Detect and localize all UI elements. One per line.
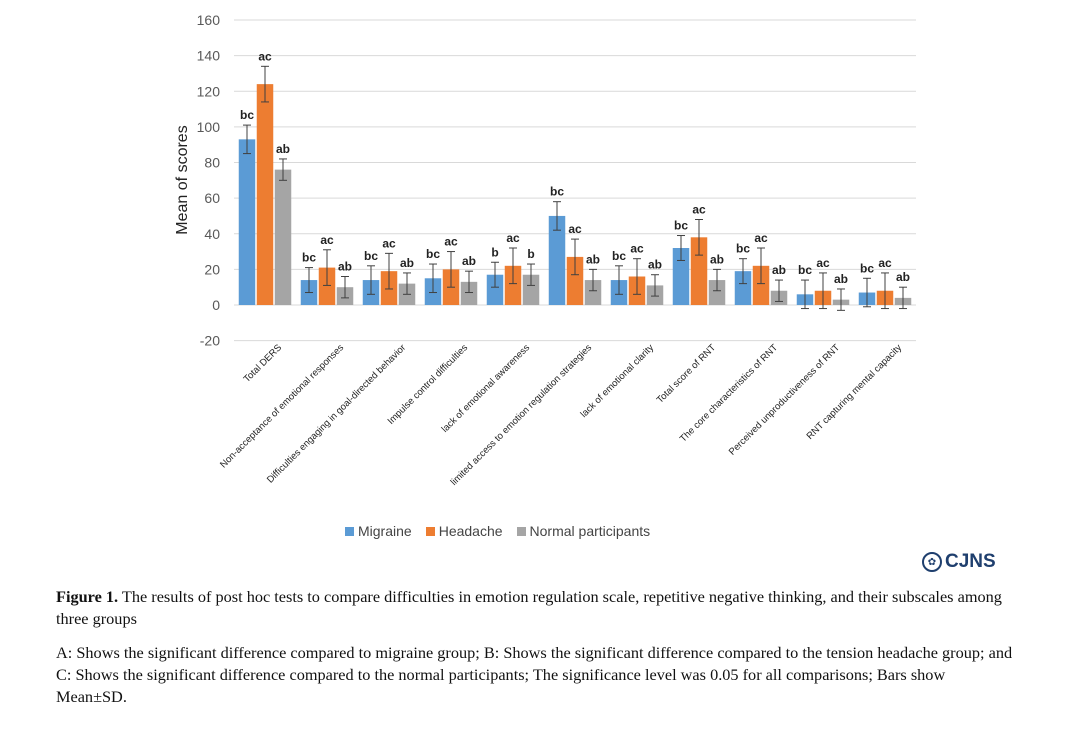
significance-label: bc: [612, 249, 626, 263]
significance-label: ac: [816, 256, 830, 270]
bar: [256, 84, 274, 305]
significance-label: bc: [550, 185, 564, 199]
legend-item-headache: Headache: [425, 523, 503, 539]
y-tick-label: 60: [204, 190, 220, 206]
significance-label: ac: [692, 203, 706, 217]
bar: [274, 169, 292, 305]
y-tick-label: -20: [200, 333, 220, 349]
significance-label: b: [491, 245, 498, 259]
bar: [734, 271, 752, 305]
legend-swatch-headache: [425, 526, 435, 536]
category-label: Total DERS: [242, 342, 285, 385]
significance-label: ac: [754, 231, 768, 245]
significance-label: ab: [462, 254, 476, 268]
significance-label: ab: [400, 256, 414, 270]
caption-title-text: The results of post hoc tests to compare…: [56, 587, 1002, 628]
y-tick-label: 40: [204, 226, 220, 242]
significance-label: bc: [736, 242, 750, 256]
significance-label: bc: [240, 108, 254, 122]
significance-label: bc: [674, 219, 688, 233]
category-label: Non-acceptance of emotional responses: [218, 342, 346, 470]
y-tick-label: 100: [197, 119, 221, 135]
significance-label: ab: [834, 272, 848, 286]
y-axis-ticks: -20 0 20 40 60 80 100 120 140 160: [197, 12, 221, 349]
bar: [566, 256, 584, 305]
category-label: Difficulties engaging in goal-directed b…: [265, 342, 408, 485]
significance-label: ac: [568, 222, 582, 236]
category-label: Total score of RNT: [655, 342, 719, 406]
y-tick-label: 160: [197, 12, 221, 28]
category-label: The core characteristics of RNT: [678, 342, 780, 444]
bar: [548, 215, 566, 305]
journal-logo-text: CJNS: [945, 551, 996, 572]
legend: Migraine Headache Normal participants: [345, 523, 650, 539]
category-label: limited access to emotion regulation str…: [449, 342, 595, 488]
journal-logo-icon: ✿: [922, 552, 942, 572]
significance-label: ab: [772, 263, 786, 277]
y-tick-label: 120: [197, 83, 221, 99]
significance-label: ab: [276, 142, 290, 156]
significance-label: bc: [302, 251, 316, 265]
bar: [752, 265, 770, 305]
bar: [690, 237, 708, 305]
bar: [522, 274, 540, 305]
y-tick-label: 80: [204, 155, 220, 171]
significance-label: ac: [506, 231, 520, 245]
legend-label-normal: Normal participants: [529, 523, 651, 539]
figure-caption: Figure 1. The results of post hoc tests …: [56, 586, 1016, 708]
significance-label: ac: [630, 242, 644, 256]
legend-swatch-normal: [516, 526, 526, 536]
significance-label: ab: [648, 258, 662, 272]
significance-label: ac: [444, 235, 458, 249]
y-axis-label: Mean of scores: [174, 125, 191, 234]
journal-logo: ✿ CJNS: [922, 551, 996, 573]
bar: [584, 280, 602, 305]
caption-note: A: Shows the significant difference comp…: [56, 643, 1013, 706]
significance-label: ac: [258, 49, 272, 63]
y-tick-label: 140: [197, 48, 221, 64]
significance-label: ab: [710, 252, 724, 266]
legend-label-migraine: Migraine: [358, 523, 412, 539]
bar: [318, 267, 336, 305]
significance-label: ac: [320, 233, 334, 247]
bar: [238, 139, 256, 305]
bar: [486, 274, 504, 305]
significance-label: bc: [364, 249, 378, 263]
significance-label: bc: [860, 261, 874, 275]
significance-label: ac: [382, 236, 396, 250]
bar: [672, 248, 690, 305]
legend-item-normal: Normal participants: [516, 523, 651, 539]
category-label: Perceived unproductiveness of RNT: [727, 342, 842, 457]
figure-label: Figure 1.: [56, 587, 119, 606]
y-tick-label: 0: [212, 297, 220, 313]
bar: [460, 281, 478, 305]
significance-label: ac: [878, 256, 892, 270]
bar: [708, 280, 726, 305]
legend-item-migraine: Migraine: [345, 523, 412, 539]
significance-label: ab: [338, 260, 352, 274]
significance-label: bc: [798, 263, 812, 277]
significance-label: bc: [426, 247, 440, 261]
caption-title: Figure 1. The results of post hoc tests …: [56, 586, 1016, 630]
significance-label: b: [527, 247, 534, 261]
significance-label: ab: [896, 270, 910, 284]
legend-label-headache: Headache: [438, 523, 503, 539]
y-tick-label: 20: [204, 261, 220, 277]
significance-label: ab: [586, 252, 600, 266]
legend-swatch-migraine: [345, 526, 354, 536]
bar: [504, 265, 522, 305]
